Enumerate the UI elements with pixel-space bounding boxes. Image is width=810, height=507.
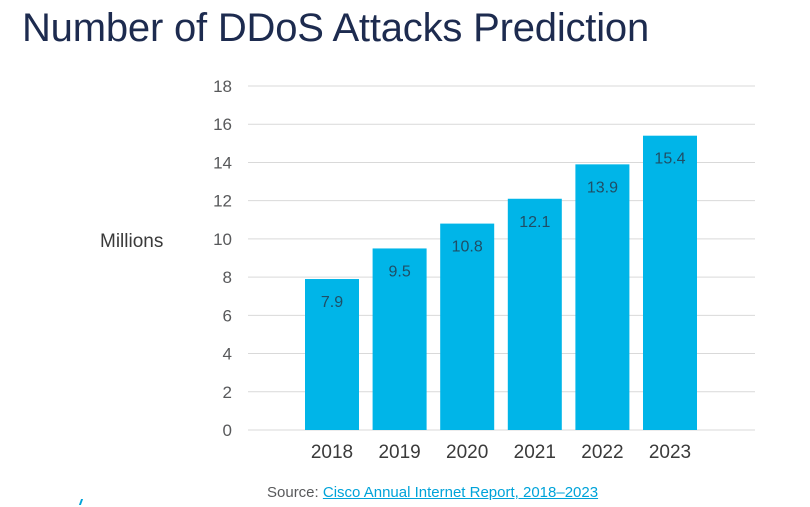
- x-tick-label-2019: 2019: [378, 442, 420, 463]
- chart-title: Number of DDoS Attacks Prediction: [22, 6, 649, 50]
- data-label-2020: 10.8: [452, 239, 483, 256]
- bars: [305, 135, 697, 430]
- data-label-2022: 13.9: [587, 179, 618, 196]
- y-tick-label: 14: [213, 153, 232, 172]
- x-axis-ticks: 2018 2019 2020 2021 2022 2023: [311, 442, 691, 463]
- y-tick-label: 12: [213, 192, 232, 211]
- bar-2023: [643, 135, 697, 430]
- bar-2018: [305, 279, 359, 430]
- x-tick-label-2021: 2021: [514, 442, 556, 463]
- data-label-2019: 9.5: [388, 263, 410, 280]
- decorative-mark: [78, 499, 84, 505]
- bar-chart: 0 2 4 6 8 10 12 14 16 18 7.9 9.5 10.8 12.1 13.9 15.4 2…: [100, 77, 755, 463]
- y-tick-label: 8: [223, 268, 232, 287]
- y-tick-label: 0: [223, 421, 232, 440]
- bar-2020: [440, 223, 495, 430]
- source-link[interactable]: Cisco Annual Internet Report, 2018–2023: [322, 484, 599, 501]
- x-tick-label-2023: 2023: [649, 442, 691, 463]
- source-prefix: Source:: [267, 484, 323, 501]
- y-tick-label: 6: [223, 306, 232, 325]
- data-label-2021: 12.1: [519, 214, 550, 231]
- y-axis-ticks: 0 2 4 6 8 10 12 14 16 18: [213, 77, 232, 440]
- y-tick-label: 2: [223, 383, 232, 402]
- y-tick-label: 16: [213, 115, 232, 134]
- y-tick-label: 18: [213, 77, 232, 96]
- bar-2022: [575, 164, 630, 430]
- data-label-2018: 7.9: [321, 294, 343, 311]
- bar-2021: [507, 198, 562, 430]
- data-labels: 7.9 9.5 10.8 12.1 13.9 15.4: [321, 151, 686, 311]
- data-label-2023: 15.4: [654, 151, 685, 168]
- bar-2019: [372, 248, 427, 430]
- y-tick-label: 10: [213, 230, 232, 249]
- x-tick-label-2022: 2022: [581, 442, 623, 463]
- y-tick-label: 4: [223, 345, 232, 364]
- source-note: Source: Cisco Annual Internet Report, 20…: [267, 484, 598, 501]
- x-tick-label-2018: 2018: [311, 442, 353, 463]
- y-axis-label: Millions: [100, 231, 163, 252]
- x-tick-label-2020: 2020: [446, 442, 488, 463]
